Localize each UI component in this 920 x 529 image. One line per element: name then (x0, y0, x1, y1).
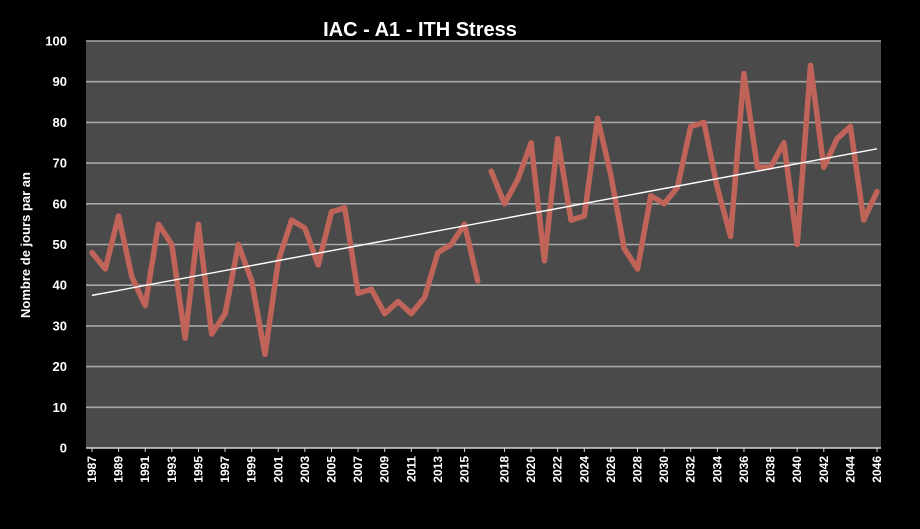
y-tick-label: 20 (53, 359, 67, 374)
x-tick-label: 2044 (843, 456, 857, 483)
x-tick-label: 2018 (497, 456, 511, 483)
x-tick-label: 1995 (191, 456, 205, 483)
x-tick-label: 2024 (577, 456, 591, 483)
x-tick-label: 2009 (378, 456, 392, 483)
x-tick-label: 2020 (524, 456, 538, 483)
y-tick-label: 50 (53, 237, 67, 252)
x-tick-label: 2007 (351, 456, 365, 483)
chart-title: IAC - A1 - ITH Stress (323, 19, 517, 41)
y-tick-label: 100 (45, 34, 67, 49)
y-tick-label: 90 (53, 74, 67, 89)
y-tick-label: 80 (53, 115, 67, 130)
x-tick-label: 2013 (431, 456, 445, 483)
x-tick-label: 2015 (458, 456, 472, 483)
y-tick-label: 40 (53, 278, 67, 293)
x-tick-label: 2003 (298, 456, 312, 483)
x-tick-label: 1989 (112, 456, 126, 483)
trendline (91, 148, 878, 297)
x-tick-label: 2034 (710, 456, 724, 483)
x-tick-label: 2001 (271, 456, 285, 483)
y-tick-label: 30 (53, 318, 67, 333)
y-axis-label: Nombre de jours par an (18, 172, 33, 318)
x-tick-label: 2026 (604, 456, 618, 483)
x-tick-label: 2036 (737, 456, 751, 483)
x-tick-label: 2022 (551, 456, 565, 483)
x-tick-label: 1997 (218, 456, 232, 483)
x-tick-label: 2028 (631, 456, 645, 483)
x-tick-label: 2011 (404, 456, 418, 482)
x-tick-label: 2042 (817, 456, 831, 483)
x-tick-label: 1999 (245, 456, 259, 483)
y-tick-label: 60 (53, 196, 67, 211)
x-tick-label: 1987 (85, 456, 99, 483)
y-tick-label: 10 (53, 400, 67, 415)
y-axis-ticks: 0 10 20 30 40 50 60 70 80 90 100 (45, 34, 67, 456)
x-tick-label: 2046 (870, 456, 884, 483)
x-tick-label: 1993 (165, 456, 179, 483)
x-tick-label: 2038 (764, 456, 778, 483)
x-tick-label: 1991 (138, 456, 152, 483)
x-tick-label: 2040 (790, 456, 804, 483)
x-tick-label: 2005 (324, 456, 338, 483)
y-tick-label: 0 (60, 441, 67, 456)
x-tick-label: 2030 (657, 456, 671, 483)
y-tick-label: 70 (53, 156, 67, 171)
series-line (89, 205, 481, 358)
series-line (488, 62, 880, 272)
x-axis-ticks: 1987 1989 1991 1993 1995 1997 1999 2001 2003 2005… (85, 448, 884, 483)
series-group (89, 62, 880, 358)
x-tick-label: 2032 (684, 456, 698, 483)
